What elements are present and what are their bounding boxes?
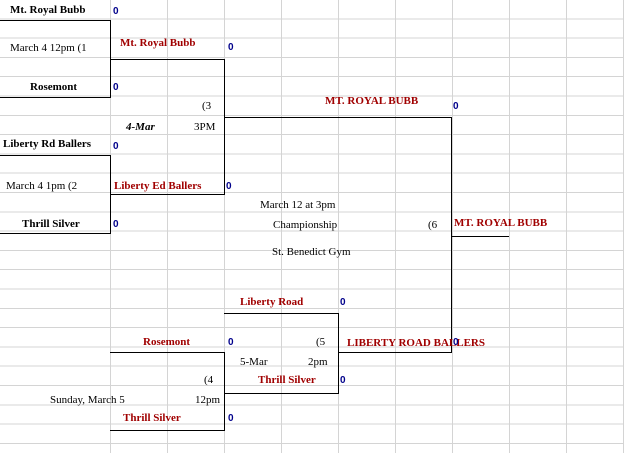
bracket-line xyxy=(0,155,110,156)
game-number: (6 xyxy=(428,219,438,231)
game-number: (4 xyxy=(204,374,214,386)
score: 0 xyxy=(226,181,232,192)
score: 0 xyxy=(340,297,346,308)
game-time: 3PM xyxy=(194,121,216,133)
game-time: March 4 1pm (2 xyxy=(6,180,78,192)
bracket-line xyxy=(0,97,110,98)
score: 0 xyxy=(228,42,234,53)
bracket-line xyxy=(451,117,452,353)
bracket-line xyxy=(110,194,224,195)
score: 0 xyxy=(113,6,119,17)
game-time: 2pm xyxy=(308,356,328,368)
score: 0 xyxy=(113,219,119,230)
team-name: Liberty Rd Ballers xyxy=(3,138,91,150)
winner-name: LIBERTY ROAD BALLERS xyxy=(347,337,485,349)
bracket-line xyxy=(110,59,224,60)
bracket-line xyxy=(224,313,338,314)
bracket-line xyxy=(224,117,452,118)
team-name: Thrill Silver xyxy=(258,374,316,386)
final-date: March 12 at 3pm xyxy=(260,199,336,211)
game-date: Sunday, March 5 xyxy=(50,394,125,406)
game-time: March 4 12pm (1 xyxy=(10,42,87,54)
team-name: Thrill Silver xyxy=(22,218,80,230)
bracket-line xyxy=(452,236,509,237)
bracket-line xyxy=(338,313,339,394)
champion-name: MT. ROYAL BUBB xyxy=(454,217,548,229)
game-date: 4-Mar xyxy=(126,121,155,133)
final-title: Championship xyxy=(273,219,338,231)
winner-name: Liberty Road xyxy=(240,296,304,308)
bracket-line xyxy=(224,393,338,394)
grid-columns xyxy=(110,0,624,453)
score: 0 xyxy=(453,337,459,348)
team-name: Rosemont xyxy=(143,336,191,348)
game-number: (3 xyxy=(202,100,212,112)
winner-name: MT. ROYAL BUBB xyxy=(325,95,419,107)
game-number: (5 xyxy=(316,336,326,348)
team-name: Thrill Silver xyxy=(123,412,181,424)
score: 0 xyxy=(453,101,459,112)
bracket-line xyxy=(224,352,225,431)
bracket-line xyxy=(110,352,224,353)
score: 0 xyxy=(113,82,119,93)
venue: St. Benedict Gym xyxy=(272,246,351,258)
score: 0 xyxy=(228,337,234,348)
bracket-line xyxy=(0,233,110,234)
score: 0 xyxy=(340,375,346,386)
game-time: 12pm xyxy=(195,394,221,406)
team-name: Rosemont xyxy=(30,81,78,93)
team-name: Mt. Royal Bubb xyxy=(10,4,86,16)
score: 0 xyxy=(228,413,234,424)
bracket-line xyxy=(110,430,224,431)
winner-name: Liberty Ed Ballers xyxy=(114,180,202,192)
bracket-line xyxy=(338,352,452,353)
score: 0 xyxy=(113,141,119,152)
bracket-line xyxy=(0,20,110,21)
bracket-line xyxy=(224,59,225,195)
winner-name: Mt. Royal Bubb xyxy=(120,37,196,49)
game-date: 5-Mar xyxy=(240,356,268,368)
